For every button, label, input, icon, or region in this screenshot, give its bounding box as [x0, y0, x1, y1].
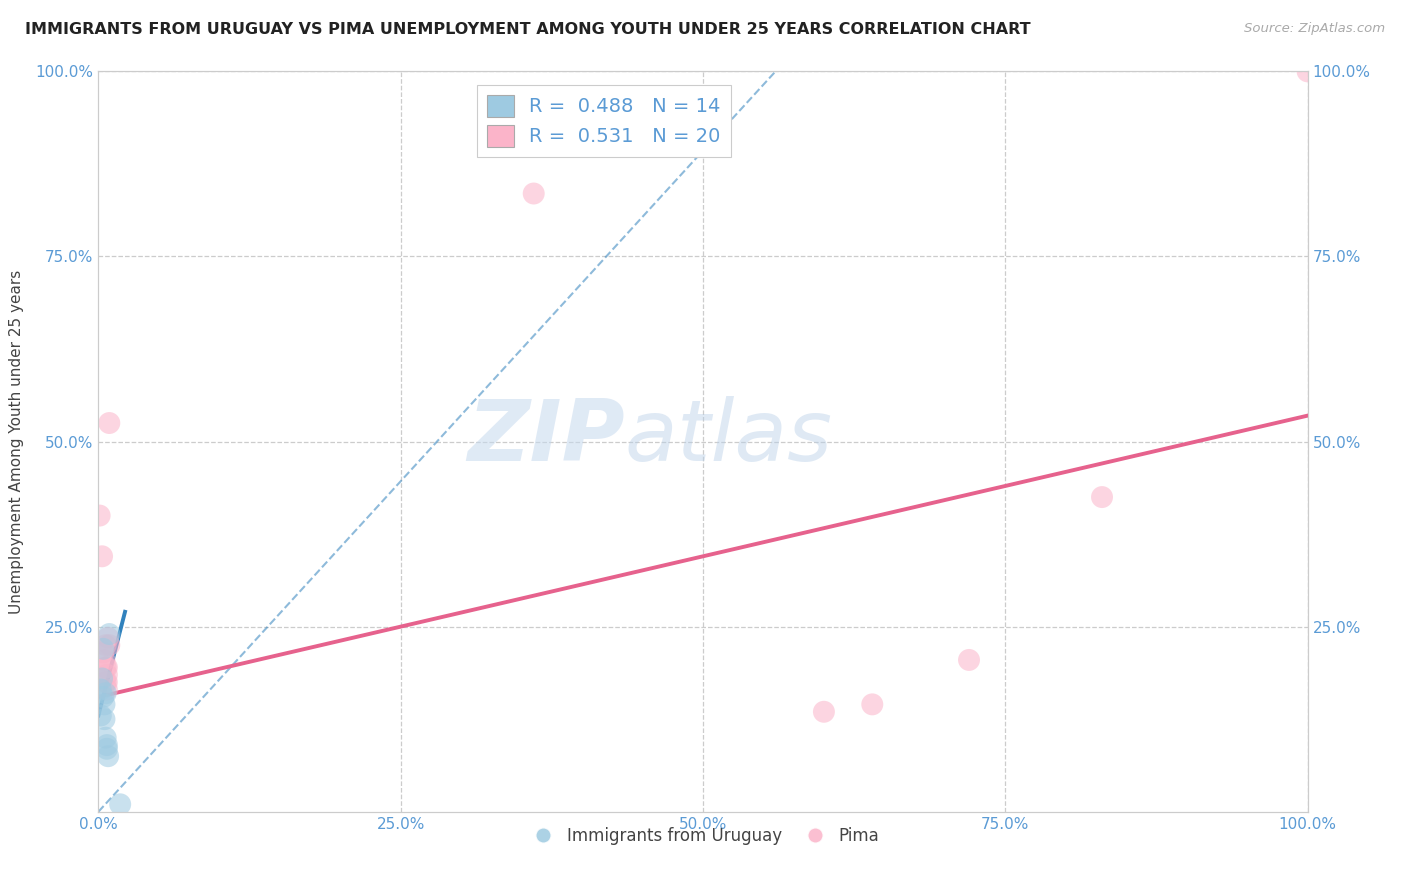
Point: [860, 698, 883, 712]
Point: [813, 705, 835, 719]
Point: [96, 741, 118, 756]
Point: [957, 653, 980, 667]
Point: [96, 682, 118, 697]
Point: [96, 667, 118, 681]
Point: [90, 682, 112, 697]
Point: [96, 738, 118, 752]
Point: [97, 631, 120, 645]
Point: [93, 698, 115, 712]
Point: [93, 712, 115, 726]
Point: [96, 660, 118, 674]
Point: [97, 749, 120, 764]
Text: IMMIGRANTS FROM URUGUAY VS PIMA UNEMPLOYMENT AMONG YOUTH UNDER 25 YEARS CORRELAT: IMMIGRANTS FROM URUGUAY VS PIMA UNEMPLOY…: [25, 22, 1031, 37]
Legend: Immigrants from Uruguay, Pima: Immigrants from Uruguay, Pima: [520, 820, 886, 852]
Text: Source: ZipAtlas.com: Source: ZipAtlas.com: [1244, 22, 1385, 36]
Point: [91, 690, 114, 704]
Point: [91, 646, 114, 660]
Point: [98, 416, 121, 430]
Point: [96, 675, 118, 690]
Point: [91, 641, 114, 656]
Point: [98, 627, 121, 641]
Point: [91, 549, 114, 564]
Y-axis label: Unemployment Among Youth under 25 years: Unemployment Among Youth under 25 years: [10, 269, 24, 614]
Point: [1091, 490, 1114, 504]
Point: [108, 797, 131, 812]
Point: [98, 638, 121, 652]
Text: atlas: atlas: [624, 396, 832, 479]
Point: [89, 508, 111, 523]
Point: [93, 653, 115, 667]
Point: [94, 675, 117, 690]
Point: [90, 708, 112, 723]
Point: [91, 672, 114, 686]
Point: [94, 686, 117, 700]
Text: ZIP: ZIP: [467, 396, 624, 479]
Point: [1296, 64, 1319, 78]
Point: [94, 638, 117, 652]
Point: [523, 186, 546, 201]
Point: [94, 660, 117, 674]
Point: [94, 731, 117, 745]
